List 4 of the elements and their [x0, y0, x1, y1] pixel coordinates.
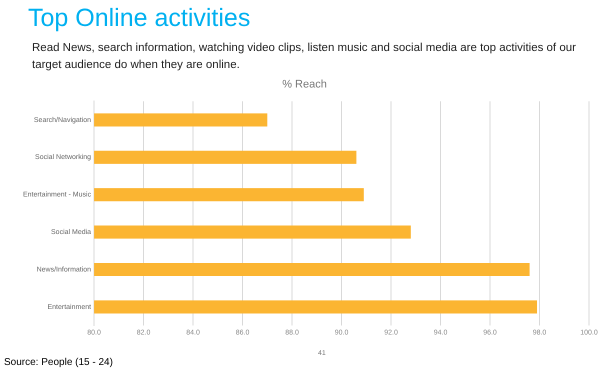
chart-subtitle: Read News, search information, watching video clips, listen music and social media are top activities of our target audience do when they are online.: [32, 41, 577, 73]
chart-title: Top Online activities: [28, 4, 250, 33]
source-note: Source: People (15 - 24): [4, 357, 113, 368]
x-axis-title: % Reach: [282, 78, 327, 91]
